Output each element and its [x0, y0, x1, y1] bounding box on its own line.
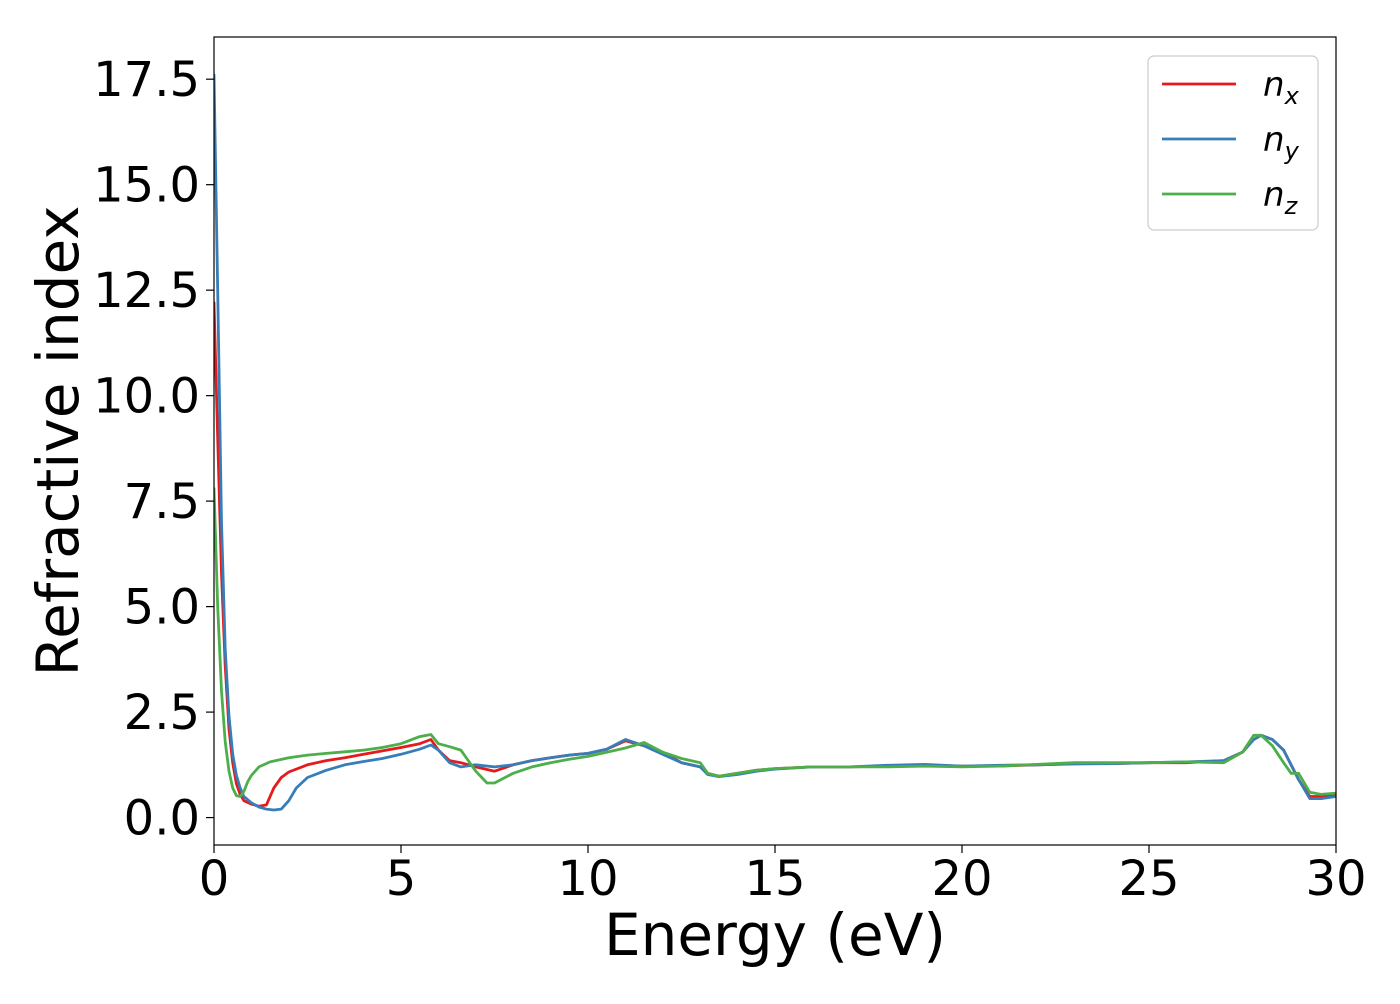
series-lines — [214, 73, 1336, 812]
series-line-z — [214, 487, 1336, 798]
y-tick-label: 12.5 — [93, 263, 200, 319]
y-tick-label: 17.5 — [93, 52, 200, 108]
x-tick-label: 30 — [1305, 851, 1366, 907]
x-tick-label: 25 — [1118, 851, 1179, 907]
legend-subscript: x — [1284, 82, 1300, 110]
y-tick-label: 5.0 — [124, 580, 200, 636]
y-tick-label: 0.0 — [124, 791, 200, 847]
x-axis-ticks: 0 5 10 15 20 25 30 — [199, 845, 1367, 907]
y-axis-ticks: 0.0 2.5 5.0 7.5 10.0 12.5 15.0 17.5 — [93, 52, 214, 847]
legend-box — [1147, 55, 1319, 231]
y-tick-label: 15.0 — [93, 158, 200, 214]
y-tick-label: 2.5 — [124, 685, 200, 741]
x-tick-label: 15 — [744, 851, 805, 907]
y-axis-label: Refractive index — [24, 205, 92, 676]
y-tick-label: 10.0 — [93, 369, 200, 425]
y-tick-label: 7.5 — [124, 474, 200, 530]
x-tick-label: 5 — [386, 851, 417, 907]
x-tick-label: 20 — [931, 851, 992, 907]
x-tick-label: 0 — [199, 851, 230, 907]
legend-subscript: y — [1284, 137, 1300, 165]
x-axis-label: Energy (eV) — [604, 901, 946, 969]
x-tick-label: 10 — [557, 851, 618, 907]
legend-subscript: z — [1284, 192, 1299, 220]
